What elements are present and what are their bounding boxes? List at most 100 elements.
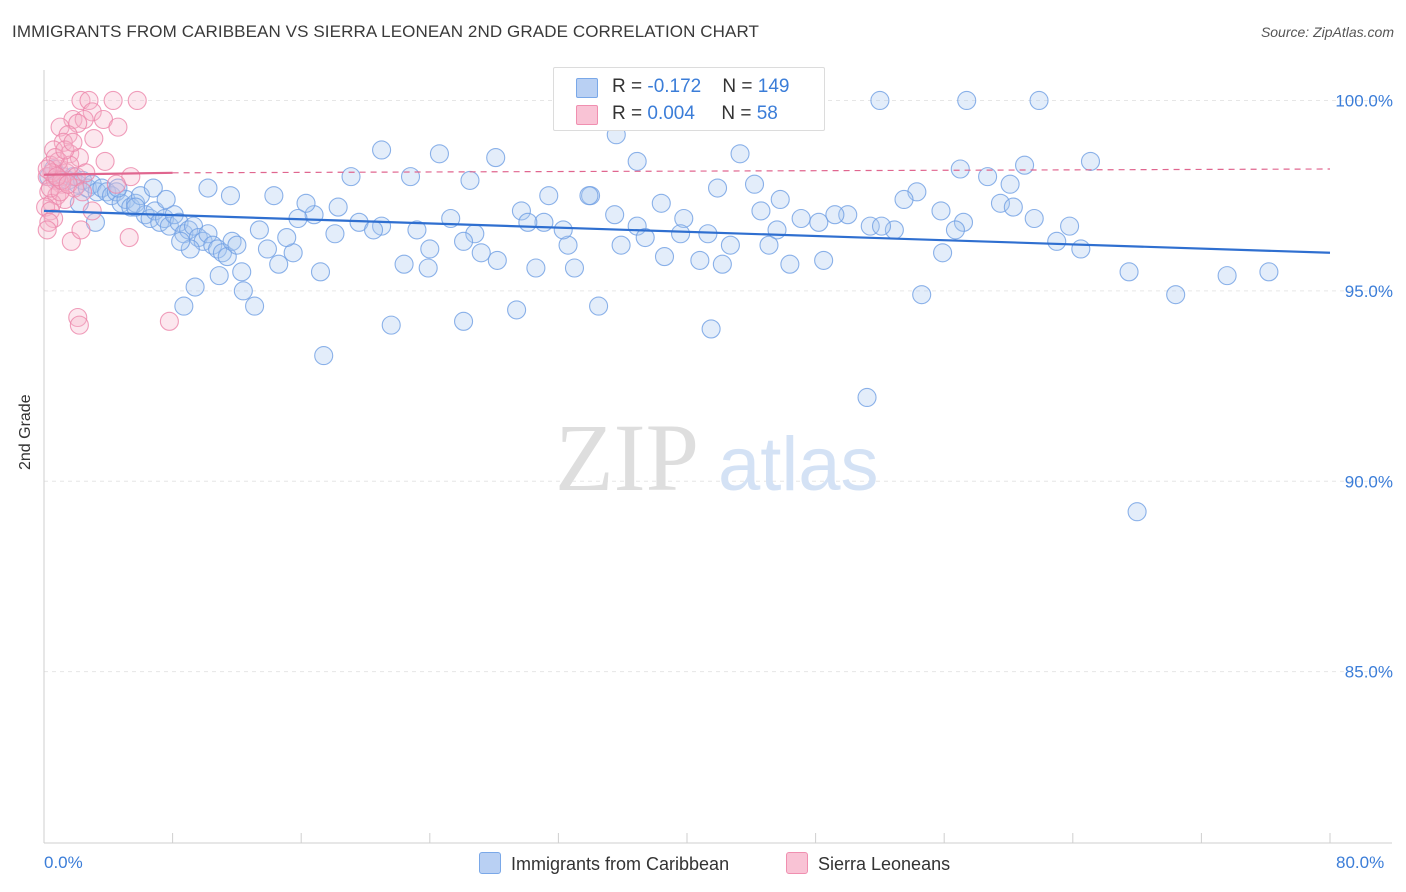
data-point <box>730 144 750 164</box>
y-tick-label: 90.0% <box>1345 472 1393 491</box>
data-point <box>1166 285 1186 305</box>
legend-n-value: 58 <box>756 103 778 124</box>
data-point <box>53 132 73 152</box>
data-point <box>50 117 70 137</box>
data-point <box>1047 231 1067 251</box>
data-point <box>227 235 247 255</box>
data-point <box>82 102 102 122</box>
data-point <box>127 90 147 111</box>
watermark: ZIP atlas <box>555 404 879 511</box>
data-point <box>487 250 507 270</box>
data-point <box>82 201 102 221</box>
data-point <box>119 227 139 248</box>
data-point <box>1217 266 1237 286</box>
data-point <box>171 231 191 251</box>
data-point <box>233 281 253 301</box>
data-point <box>400 167 421 187</box>
data-point <box>1029 90 1049 111</box>
data-point <box>1024 208 1044 229</box>
data-point <box>651 193 671 213</box>
series-caribbean-points <box>39 90 1279 522</box>
data-point <box>264 186 284 206</box>
series-sierra-leonean-points <box>36 90 179 335</box>
data-point <box>103 90 123 111</box>
data-point <box>712 254 732 274</box>
data-point <box>454 231 474 251</box>
data-point <box>1060 216 1080 236</box>
data-point <box>558 235 578 255</box>
data-point <box>169 212 189 232</box>
legend-swatch-blue <box>576 78 598 98</box>
data-point <box>106 174 126 194</box>
y-tick-label: 85.0% <box>1345 663 1393 682</box>
data-point <box>381 315 401 335</box>
data-point <box>460 170 480 190</box>
data-point <box>325 224 345 244</box>
data-point <box>45 148 65 168</box>
bottom-legend-swatch-pink <box>786 852 808 874</box>
data-point <box>310 262 331 282</box>
data-point <box>44 140 64 160</box>
data-point <box>860 216 880 236</box>
data-point <box>825 205 845 225</box>
data-point <box>780 254 800 274</box>
bottom-legend-sierra-leonean: Sierra Leoneans <box>786 852 950 875</box>
watermark-zip: ZIP <box>555 404 699 511</box>
data-point <box>809 212 829 232</box>
data-point <box>245 296 265 316</box>
data-point <box>269 254 289 274</box>
source-label: Source: ZipAtlas.com <box>1260 24 1394 40</box>
data-point <box>363 220 384 240</box>
y-tick-label: 95.0% <box>1345 282 1393 301</box>
data-point <box>770 189 790 210</box>
data-point <box>1080 151 1101 171</box>
data-point <box>126 197 146 217</box>
data-point <box>220 186 241 206</box>
data-point <box>950 159 970 179</box>
data-point <box>814 250 834 270</box>
data-point <box>314 346 334 366</box>
data-point <box>635 227 655 248</box>
data-point <box>579 186 599 206</box>
data-point <box>37 220 57 240</box>
data-point <box>589 296 609 316</box>
data-point <box>48 151 69 171</box>
legend-n-label: N = <box>722 76 758 97</box>
bottom-legend-label: Immigrants from Caribbean <box>511 854 730 874</box>
data-point <box>507 300 527 320</box>
trend-line-sierra-leonean-dashed <box>172 168 1331 174</box>
legend-r-label: R = <box>612 76 648 97</box>
bottom-legend-swatch-blue <box>479 852 501 874</box>
data-point <box>707 178 728 198</box>
data-point <box>95 151 115 171</box>
y-tick-labels: 85.0% 90.0% 95.0% 100.0% <box>1335 91 1393 681</box>
data-point <box>857 387 877 408</box>
data-point <box>751 201 771 221</box>
x-tick-label-min: 0.0% <box>44 853 83 872</box>
data-point <box>605 205 625 225</box>
data-point <box>627 151 647 171</box>
data-point <box>429 144 449 164</box>
data-point <box>209 266 229 286</box>
data-point <box>71 90 91 111</box>
data-point <box>690 250 710 270</box>
data-point <box>68 307 88 328</box>
data-point <box>73 182 93 202</box>
data-point <box>1000 174 1020 194</box>
data-point <box>912 285 932 305</box>
data-point <box>1003 197 1023 217</box>
data-point <box>931 201 951 221</box>
bottom-legend-caribbean: Immigrants from Caribbean <box>479 852 729 875</box>
data-point <box>1071 239 1091 259</box>
data-point <box>945 220 966 240</box>
data-point <box>372 140 392 160</box>
data-point <box>759 235 779 255</box>
data-point <box>84 128 104 149</box>
chart-title: IMMIGRANTS FROM CARIBBEAN VS SIERRA LEON… <box>12 22 760 41</box>
data-point <box>174 296 194 316</box>
data-point <box>953 212 974 232</box>
data-point <box>71 220 91 240</box>
data-point <box>257 239 277 259</box>
data-point <box>933 243 953 263</box>
data-point <box>871 216 892 236</box>
